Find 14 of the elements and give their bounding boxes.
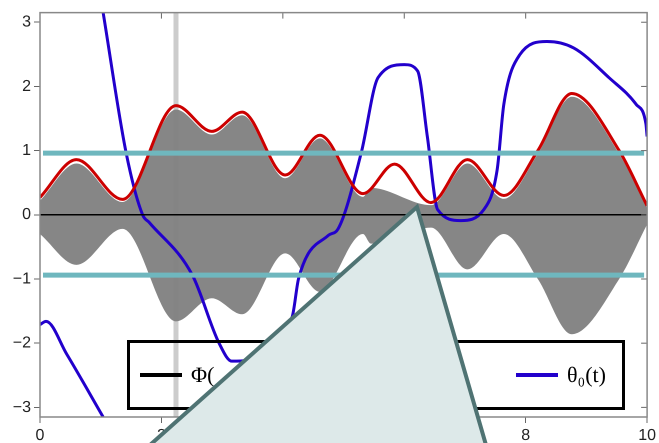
x-tick-label: 10	[638, 427, 656, 443]
y-tick-label: 2	[22, 78, 32, 95]
line-series	[40, 320, 105, 417]
x-tick-label: 0	[36, 427, 45, 443]
legend-label: θ₀(t)	[567, 362, 606, 388]
y-tick-label: 0	[22, 206, 32, 224]
y-tick-label: −3	[12, 398, 32, 416]
y-tick-label: 1	[22, 142, 32, 160]
y-tick-label: −1	[12, 270, 32, 288]
y-tick-label: 3	[22, 14, 32, 31]
legend-label: Φ(	[191, 362, 214, 388]
line-series	[40, 92, 648, 208]
x-tick-label: 8	[521, 427, 530, 443]
y-tick-label: −2	[12, 334, 32, 352]
